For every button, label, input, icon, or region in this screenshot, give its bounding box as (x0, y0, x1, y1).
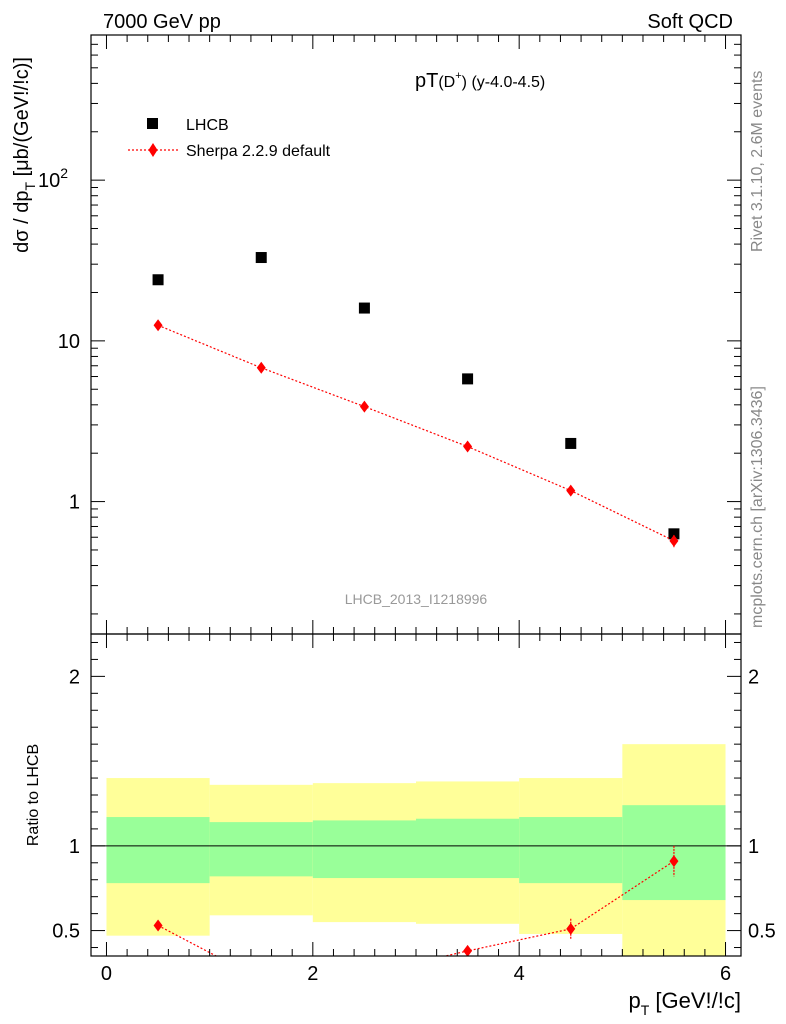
ratio-sherpa-point-1 (257, 974, 266, 986)
ratio-band-inner-4 (519, 817, 623, 884)
ratio-ytick-label-left-1: 1 (69, 836, 80, 858)
ratio-band-inner-3 (416, 818, 520, 879)
ratio-panel: 0.5 0.5 1 1 2 2 0 2 4 6 Ratio to LHCB pT [GeV!/!… (25, 633, 776, 1018)
xtick-label-3: 6 (720, 963, 731, 985)
sherpa-line (157, 324, 675, 542)
xtick-label-2: 4 (514, 963, 525, 985)
ratio-bands (106, 744, 726, 956)
ratio-sherpa-point-5 (669, 855, 679, 868)
ratio-ytick-labels: 0.5 0.5 1 1 2 2 (52, 666, 776, 942)
rivet-version-text: Rivet 3.1.10, 2.6M events (749, 71, 766, 252)
ratio-sherpa-point-0 (153, 919, 163, 932)
ratio-marks (153, 845, 679, 986)
lhcb-point-4 (565, 437, 577, 449)
ratio-sherpa-point-4 (566, 922, 576, 935)
mcplots-reference-text: mcplots.cern.ch [arXiv:1306.3436] (749, 386, 766, 628)
xtick-label-0: 0 (101, 963, 112, 985)
plot-title: pT(D+) (y-4.0-4.5) (415, 70, 545, 92)
main-marks (152, 252, 680, 548)
main-ytick-labels: 1 10 102 (38, 165, 80, 513)
main-panel: 1 10 102 pT(D+) (y-4.0-4.5) LHCB Sherpa 2.… (11, 34, 742, 635)
header-left: 7000 GeV pp (103, 11, 221, 33)
main-ytick-label-2: 102 (38, 165, 68, 192)
legend-label-sherpa: Sherpa 2.2.9 default (186, 143, 331, 160)
sherpa-point-5 (669, 534, 679, 547)
ratio-ticks (91, 634, 741, 956)
sherpa-point-4 (566, 484, 576, 497)
xtick-labels: 0 2 4 6 (101, 963, 731, 985)
ratio-ytick-label-right-0: 0.5 (748, 921, 776, 943)
legend-marker-lhcb (147, 118, 158, 129)
legend-label-lhcb: LHCB (186, 117, 229, 134)
ratio-sherpa-point-2 (360, 969, 369, 981)
header-right: Soft QCD (647, 11, 733, 33)
main-ytick-label-1: 10 (58, 331, 80, 353)
x-axis-label: pT [GeV!/!c] (628, 988, 741, 1018)
ratio-sherpa-point-3 (463, 944, 473, 956)
sherpa-point-0 (153, 319, 163, 332)
main-ytick-label-0: 1 (69, 492, 80, 514)
ratio-ytick-label-right-2: 2 (748, 666, 759, 688)
xtick-label-1: 2 (307, 963, 318, 985)
ratio-band-inner-0 (106, 817, 210, 884)
ratio-ytick-label-left-0: 0.5 (52, 921, 80, 943)
main-ticks (91, 34, 741, 634)
sherpa-point-1 (256, 361, 266, 374)
lhcb-point-0 (152, 274, 164, 286)
analysis-watermark: LHCB_2013_I1218996 (345, 591, 488, 607)
ratio-band-inner-2 (312, 820, 416, 879)
main-ylabel: dσ / dpT [μb/(GeV!/!c)] (11, 57, 38, 253)
sherpa-point-3 (463, 440, 473, 453)
legend-marker-sherpa (148, 143, 158, 157)
ratio-ytick-label-left-2: 2 (69, 666, 80, 688)
ratio-band-inner-1 (209, 822, 313, 877)
lhcb-point-2 (358, 302, 370, 314)
lhcb-point-3 (462, 373, 474, 385)
ratio-ylabel: Ratio to LHCB (25, 744, 42, 846)
sherpa-point-2 (359, 400, 369, 413)
ratio-ytick-label-right-1: 1 (748, 836, 759, 858)
lhcb-point-5 (668, 528, 680, 540)
lhcb-point-1 (255, 252, 267, 264)
